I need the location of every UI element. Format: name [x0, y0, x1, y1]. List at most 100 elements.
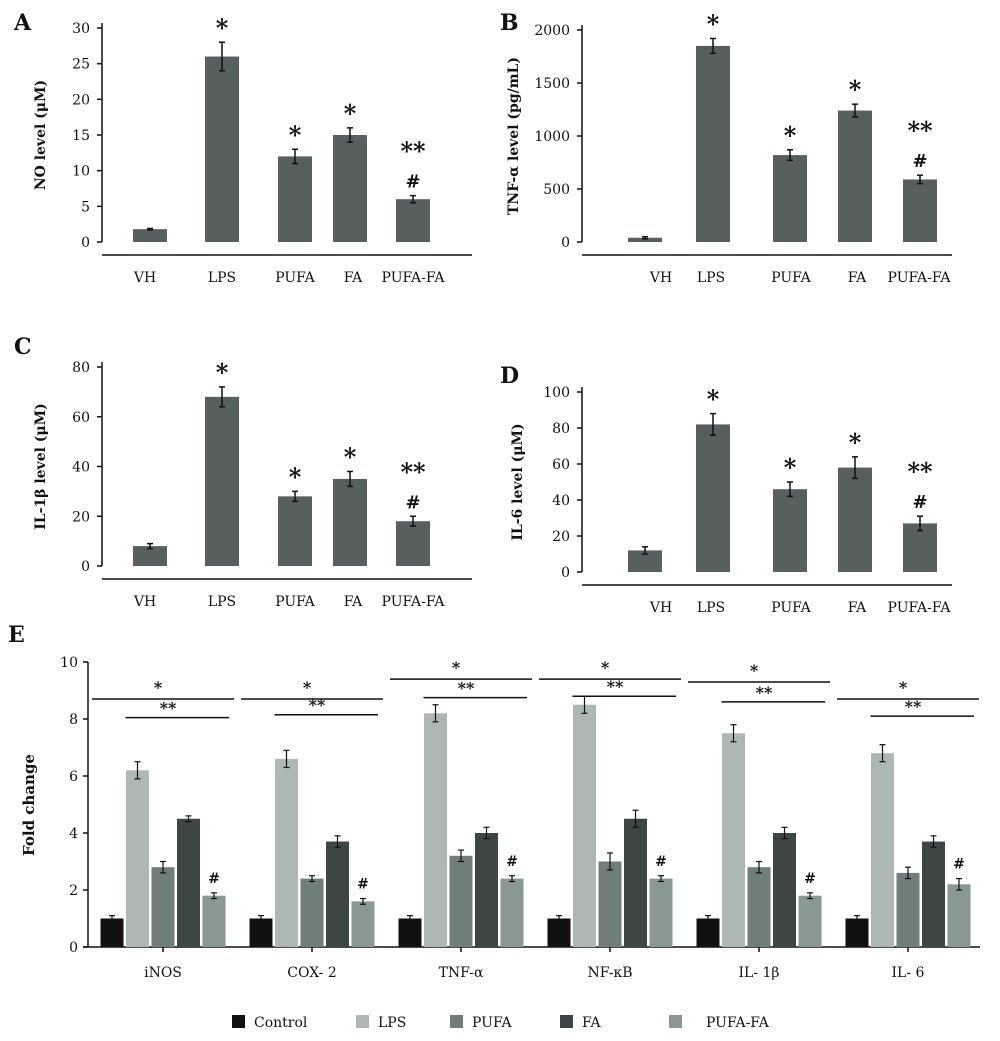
bar-Control-IL- 6 — [845, 918, 869, 947]
x-tick-label: iNOS — [144, 965, 182, 981]
panel-letter: C — [14, 334, 32, 360]
bar-Control-IL- 1β — [696, 918, 720, 947]
y-tick-label: 500 — [543, 182, 570, 198]
significance-double-star: ** — [756, 683, 773, 702]
bar-LPS-IL- 6 — [871, 753, 894, 947]
significance-star: * — [289, 120, 302, 149]
x-tick-label: PUFA — [771, 270, 811, 286]
bar-VH — [133, 229, 167, 242]
x-tick-label: FA — [344, 270, 363, 286]
significance-double-star: ** — [905, 697, 922, 716]
bar-LPS — [205, 56, 239, 243]
legend-swatch — [232, 1015, 245, 1028]
y-tick-label: 6 — [69, 769, 78, 785]
significance-star: * — [707, 385, 720, 414]
x-tick-label: IL- 6 — [892, 965, 925, 981]
bar-FA-NF-κB — [624, 818, 647, 947]
bar-PUFA-COX- 2 — [300, 878, 324, 947]
x-tick-label: PUFA-FA — [382, 594, 446, 610]
bar-PUFA-TNF-α — [449, 855, 473, 947]
bar-PUFA-IL- 6 — [896, 872, 920, 947]
bar-VH — [628, 550, 662, 572]
bar-FA — [333, 478, 367, 566]
significance-hash: # — [912, 492, 927, 513]
legend-label: PUFA-FA — [706, 1015, 770, 1031]
legend-swatch — [450, 1015, 463, 1028]
bar-FA-COX- 2 — [326, 841, 349, 947]
bar-PUFA-FA-IL- 6 — [947, 884, 971, 947]
bar-PUFA-FA-NF-κB — [649, 878, 673, 947]
x-tick-label: PUFA-FA — [382, 270, 446, 286]
legend-label: PUFA — [472, 1015, 512, 1031]
y-tick-label: 0 — [69, 940, 78, 956]
legend-swatch — [560, 1015, 573, 1028]
y-axis-label: IL-6 level (μM) — [510, 423, 526, 540]
bar-LPS — [696, 424, 730, 572]
bar-PUFA-FA-COX- 2 — [351, 901, 375, 947]
legend-label: Control — [254, 1015, 308, 1031]
significance-hash: # — [804, 871, 816, 887]
bar-PUFA-iNOS — [151, 867, 175, 947]
significance-double-star: ** — [160, 699, 177, 718]
bar-VH — [133, 546, 167, 566]
y-tick-label: 40 — [72, 460, 90, 476]
significance-star: * — [216, 358, 229, 387]
significance-hash: # — [357, 877, 369, 893]
legend-item-PUFA-FA: PUFA-FA — [669, 1015, 770, 1031]
y-tick-label: 1500 — [534, 76, 570, 92]
bar-PUFA-FA — [396, 521, 430, 566]
x-tick-label: PUFA — [771, 600, 811, 616]
bar-Control-NF-κB — [547, 918, 571, 947]
legend-label: LPS — [378, 1015, 406, 1031]
bar-FA-iNOS — [177, 818, 200, 947]
significance-star: * — [707, 9, 720, 38]
y-tick-label: 30 — [72, 21, 90, 37]
bar-PUFA-FA-TNF-α — [500, 878, 524, 947]
y-axis-label: IL-1β level (μM) — [33, 403, 49, 530]
y-tick-label: 4 — [69, 826, 78, 842]
bar-PUFA-IL- 1β — [747, 867, 771, 947]
bar-PUFA — [773, 155, 807, 242]
panel-A: A 0 5 10 15 20 25 30 NO level (μM) VH LPS * PUFA * FA *… — [13, 10, 472, 286]
y-tick-label: 10 — [60, 655, 78, 671]
significance-hash: # — [506, 854, 518, 870]
significance-star: ** — [907, 457, 933, 486]
bar-FA-IL- 1β — [773, 833, 796, 947]
x-tick-label: VH — [133, 270, 156, 286]
significance-hash: # — [912, 151, 927, 172]
bar-PUFA-FA — [396, 199, 430, 242]
y-tick-label: 0 — [561, 565, 570, 581]
bar-PUFA-FA-IL- 1β — [798, 895, 822, 947]
significance-star: ** — [400, 137, 426, 166]
y-axis-label: Fold change — [20, 754, 38, 856]
x-tick-label: VH — [133, 594, 156, 610]
legend-label: FA — [582, 1015, 601, 1031]
significance-star: * — [154, 678, 163, 697]
significance-hash: # — [208, 871, 220, 887]
legend-swatch — [356, 1015, 369, 1028]
bar-LPS — [696, 45, 730, 243]
y-tick-label: 0 — [81, 235, 90, 251]
significance-star: * — [452, 658, 461, 677]
y-axis-label: TNF-α level (pg/mL) — [506, 57, 522, 215]
significance-hash: # — [405, 492, 420, 513]
y-tick-label: 20 — [72, 92, 90, 108]
y-tick-label: 80 — [552, 421, 570, 437]
y-tick-label: 60 — [552, 457, 570, 473]
significance-star: ** — [400, 457, 426, 486]
y-tick-label: 20 — [72, 509, 90, 525]
y-tick-label: 60 — [72, 410, 90, 426]
legend-swatch — [669, 1015, 682, 1028]
y-tick-label: 2 — [69, 883, 78, 899]
panel-D: D 0 20 40 60 80 100 IL-6 level (μM) VH LPS * PUFA * F… — [500, 363, 952, 616]
y-tick-label: 25 — [72, 57, 90, 73]
x-tick-label: PUFA-FA — [888, 270, 952, 286]
significance-star: ** — [907, 116, 933, 145]
x-tick-label: FA — [344, 594, 363, 610]
y-tick-label: 10 — [72, 164, 90, 180]
significance-hash: # — [405, 172, 420, 193]
y-axis-label: NO level (μM) — [33, 80, 49, 190]
legend-item-Control: Control — [232, 1015, 308, 1031]
